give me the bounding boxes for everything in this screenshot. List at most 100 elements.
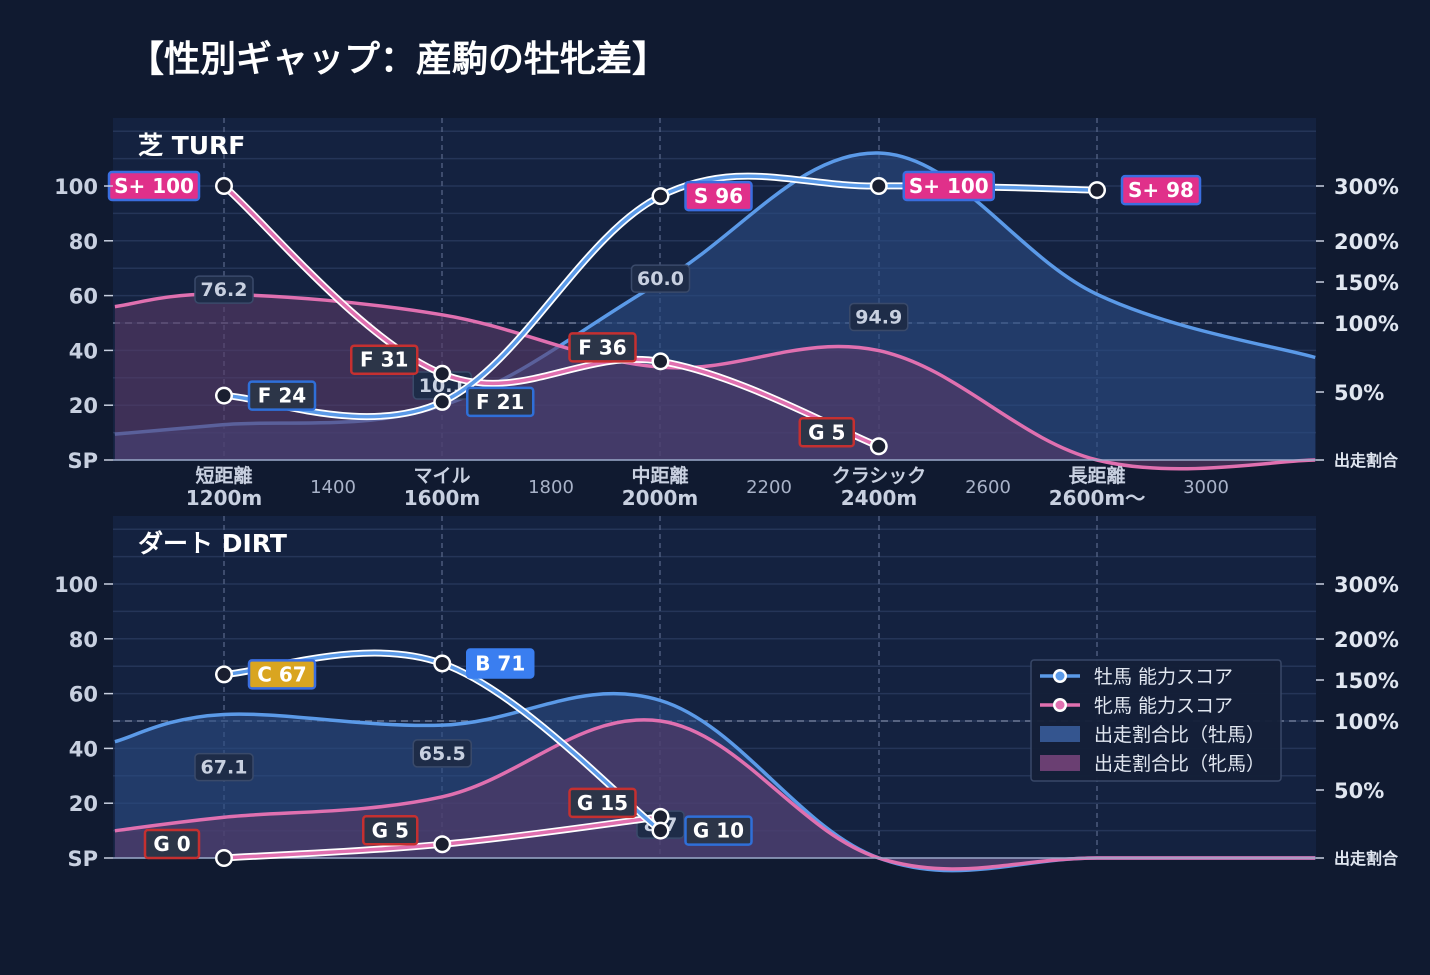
x-category-label: クラシック [832, 465, 927, 487]
male-score-marker [654, 824, 667, 838]
female-score-grade-label: G 5 [372, 818, 409, 842]
x-category-label: マイル [413, 465, 470, 487]
male-score-grade-label: S+ 98 [1128, 178, 1194, 202]
female-score-marker [217, 179, 231, 193]
right-tick-label: 200% [1334, 230, 1399, 254]
legend-label: 出走割合比（牡馬） [1094, 724, 1265, 746]
male-score-grade-badge [466, 386, 535, 418]
male-score-marker [217, 389, 231, 403]
female-ratio-area [114, 294, 1316, 469]
x-category-label: 中距離 [631, 464, 688, 487]
x-category-distance: 1600m [404, 486, 481, 510]
female-score-marker [435, 367, 449, 381]
left-tick-label: 40 [69, 737, 98, 761]
page-title: 【性別ギャップ：産駒の牡牝差】 [128, 39, 669, 80]
right-tick-label: 100% [1334, 710, 1399, 734]
female-score-marker [654, 810, 667, 824]
right-tick-label: 150% [1334, 669, 1399, 693]
female-score-grade-badge [568, 787, 637, 819]
male-score-grade-label: S+ 100 [909, 174, 989, 198]
left-tick-label: 20 [69, 792, 98, 816]
left-tick-label: 100 [54, 175, 98, 199]
ratio-annotation-box [412, 739, 472, 768]
ratio-annotation-label: 94.9 [855, 307, 902, 329]
male-score-marker [872, 179, 886, 193]
left-tick-label: 40 [69, 339, 98, 363]
right-tick-label: 100% [1334, 312, 1399, 336]
legend-marker [1055, 700, 1065, 710]
ratio-annotation-label: 65.5 [419, 743, 466, 765]
left-tick-label: SP [67, 449, 98, 473]
male-score-marker [217, 667, 231, 681]
x-minor-tick-label: 2200 [746, 477, 792, 498]
x-category-distance: 1200m [186, 486, 263, 510]
left-tick-label: 80 [69, 230, 98, 254]
female-score-grade-badge [143, 828, 201, 860]
left-tick-label: 20 [69, 394, 98, 418]
male-score-marker [435, 395, 449, 409]
legend-area-swatch [1040, 755, 1080, 771]
female-score-grade-label: F 31 [360, 348, 408, 372]
ratio-annotation-box [194, 275, 254, 304]
ratio-annotation-box [630, 264, 691, 293]
ratio-annotation-box [849, 302, 909, 332]
female-score-line [222, 184, 880, 448]
female-score-marker [217, 851, 231, 865]
legend-marker [1055, 671, 1065, 681]
x-category-label: 短距離 [195, 464, 252, 487]
x-category-distance: 2400m [841, 486, 918, 510]
right-tick-label: 出走割合 [1334, 451, 1399, 470]
right-tick-label: 300% [1334, 573, 1399, 597]
right-tick-label: 200% [1334, 628, 1399, 652]
female-score-grade-label: G 15 [577, 791, 628, 815]
right-tick-label: 50% [1334, 381, 1384, 405]
panel-title: 芝 TURF [138, 131, 245, 160]
panel-title: ダート DIRT [138, 529, 287, 558]
right-tick-label: 150% [1334, 271, 1399, 295]
legend-label: 出走割合比（牝馬） [1094, 753, 1265, 775]
x-minor-tick-label: 1400 [310, 477, 356, 498]
ratio-annotation-label: 76.2 [201, 279, 248, 301]
legend-box [1030, 659, 1282, 782]
male-score-grade-badge [684, 180, 753, 212]
female-score-marker [872, 439, 886, 453]
left-tick-label: 60 [69, 683, 98, 707]
female-score-grade-badge [362, 815, 419, 846]
left-tick-label: 80 [69, 628, 98, 652]
male-score-grade-label: S 96 [694, 184, 743, 208]
male-score-grade-label: F 21 [476, 390, 524, 414]
male-score-grade-badge [684, 815, 753, 846]
male-score-grade-label: G 10 [693, 819, 744, 843]
female-score-grade-badge [568, 332, 637, 363]
left-tick-label: 100 [54, 573, 98, 597]
female-score-grade-label: G 5 [808, 420, 845, 444]
legend-area-swatch [1040, 726, 1080, 742]
right-tick-label: 出走割合 [1334, 849, 1399, 868]
female-score-grade-badge [798, 417, 855, 448]
x-category-distance: 2600m〜 [1049, 486, 1146, 510]
female-score-marker [435, 837, 449, 851]
male-score-grade-label: B 71 [475, 651, 525, 675]
x-minor-tick-label: 3000 [1183, 477, 1229, 498]
x-minor-tick-label: 2600 [965, 477, 1011, 498]
right-tick-label: 300% [1334, 175, 1399, 199]
male-score-grade-badge [902, 170, 995, 202]
male-score-marker [1090, 183, 1104, 197]
ratio-annotation-label: 60.0 [637, 268, 684, 290]
right-tick-label: 50% [1334, 779, 1384, 803]
male-ratio-area [114, 152, 1316, 461]
male-score-grade-label: F 24 [258, 384, 306, 408]
male-score-marker [435, 656, 449, 670]
male-score-grade-badge [247, 659, 317, 690]
ratio-annotation-box [194, 752, 254, 782]
x-minor-tick-label: 1800 [528, 477, 574, 498]
x-category-label: 長距離 [1068, 464, 1125, 487]
left-tick-label: SP [67, 847, 98, 871]
left-tick-label: 60 [69, 285, 98, 309]
male-score-grade-badge [247, 380, 317, 411]
ratio-annotation-label: 67.1 [201, 757, 248, 779]
